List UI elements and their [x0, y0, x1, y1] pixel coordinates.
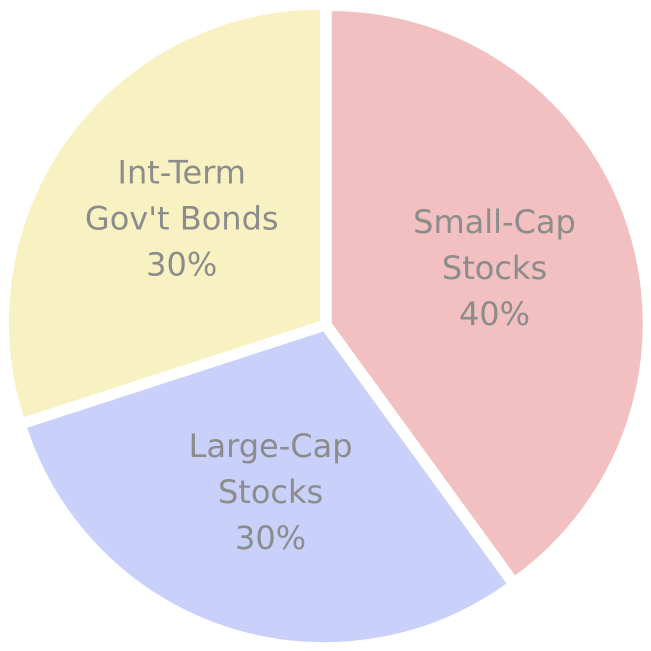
slice-label-int-term-bonds: Int-Term Gov't Bonds 30%: [85, 154, 279, 284]
slice-label-line: 30%: [235, 519, 306, 557]
pie-slice-small-cap: [328, 7, 646, 580]
slice-label-line: Small-Cap: [413, 203, 576, 241]
slice-label-line: Large-Cap: [189, 427, 353, 465]
slice-label-line: Gov't Bonds: [85, 200, 279, 238]
slice-label-large-cap: Large-Cap Stocks 30%: [189, 427, 353, 557]
slice-label-line: Int-Term: [118, 154, 246, 192]
slice-label-line: Stocks: [442, 249, 547, 287]
pie-slice-int-term-bonds: [5, 6, 323, 421]
labels-layer: Small-CapStocks40%Large-CapStocks30%Int-…: [85, 154, 576, 557]
pie-slice-large-cap: [23, 327, 511, 646]
slice-label-line: Stocks: [218, 473, 323, 511]
slice-label-small-cap: Small-Cap Stocks 40%: [413, 203, 576, 333]
slice-label-line: 40%: [459, 295, 530, 333]
slices-layer: [5, 6, 646, 646]
slice-label-line: 30%: [146, 246, 217, 284]
